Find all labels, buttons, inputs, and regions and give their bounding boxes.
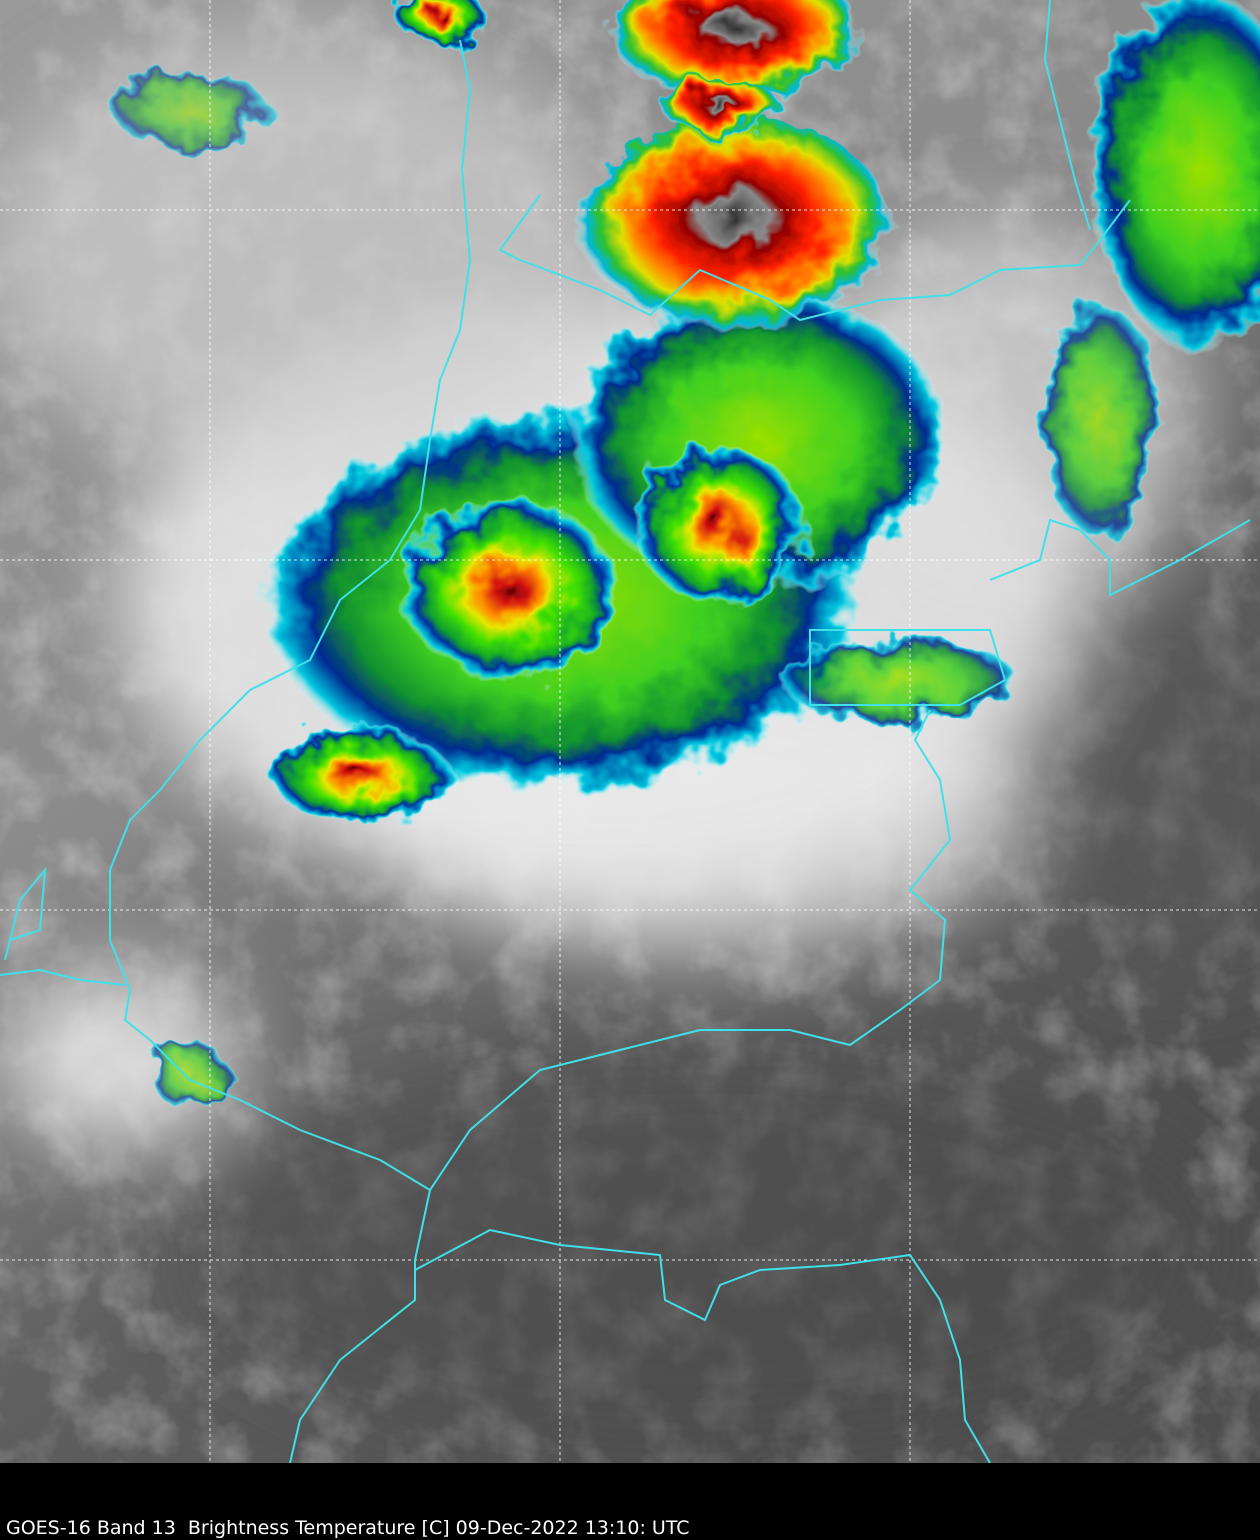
satellite-image [0, 0, 1260, 1463]
border [0, 968, 126, 986]
borders [0, 0, 1251, 1463]
clear-area [180, 1050, 1220, 1450]
border [4, 866, 47, 961]
storm-complex [1090, 0, 1260, 350]
border [498, 194, 1131, 322]
border [989, 518, 1251, 597]
border [1043, 0, 1091, 231]
storm-core [575, 120, 895, 340]
border [414, 1228, 991, 1463]
border [109, 39, 952, 1192]
storm-cell [395, 0, 485, 45]
storm-cell [270, 725, 450, 825]
caption: GOES-16 Band 13 Brightness Temperature [… [6, 1517, 690, 1539]
storm-core [660, 78, 780, 138]
storms [110, 0, 1260, 1110]
storm-band [780, 635, 1020, 725]
storm-core [400, 500, 620, 680]
caption-bar: GOES-16 Band 13 Brightness Temperature [… [0, 1463, 1260, 1540]
clear-area [1040, 580, 1260, 980]
storm-core [635, 445, 805, 605]
border [289, 1189, 431, 1463]
storm-core [605, 0, 865, 105]
storm-cell [110, 70, 270, 150]
storm-cell [150, 1040, 230, 1110]
graticule [0, 0, 1260, 1463]
cloud [0, 30, 620, 470]
storm-band [1040, 300, 1160, 540]
border [809, 629, 1007, 706]
